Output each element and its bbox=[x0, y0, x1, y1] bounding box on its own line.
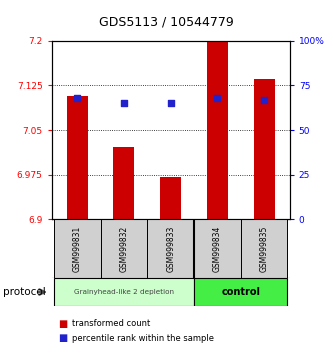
Text: GSM999834: GSM999834 bbox=[213, 225, 222, 272]
Bar bbox=[207, 42, 228, 219]
Point bbox=[261, 97, 267, 103]
Point bbox=[121, 101, 127, 106]
Bar bbox=[114, 147, 135, 219]
Bar bbox=[101, 219, 147, 278]
Bar bbox=[67, 96, 88, 219]
Bar bbox=[241, 219, 287, 278]
Bar bbox=[253, 79, 274, 219]
Bar bbox=[54, 219, 101, 278]
Point bbox=[215, 95, 220, 101]
Text: transformed count: transformed count bbox=[72, 319, 150, 329]
Bar bbox=[194, 278, 287, 306]
Point bbox=[168, 101, 173, 106]
Bar bbox=[54, 278, 194, 306]
Text: ■: ■ bbox=[58, 319, 68, 329]
Text: GDS5113 / 10544779: GDS5113 / 10544779 bbox=[99, 16, 234, 29]
Text: control: control bbox=[221, 287, 260, 297]
Bar bbox=[147, 219, 194, 278]
Text: percentile rank within the sample: percentile rank within the sample bbox=[72, 333, 213, 343]
Bar bbox=[194, 219, 241, 278]
Bar bbox=[160, 177, 181, 219]
Text: GSM999833: GSM999833 bbox=[166, 225, 175, 272]
Text: Grainyhead-like 2 depletion: Grainyhead-like 2 depletion bbox=[74, 289, 174, 295]
Text: GSM999832: GSM999832 bbox=[120, 225, 129, 272]
Text: ■: ■ bbox=[58, 333, 68, 343]
Text: protocol: protocol bbox=[3, 287, 46, 297]
Point bbox=[75, 95, 80, 101]
Text: GSM999831: GSM999831 bbox=[73, 225, 82, 272]
Text: GSM999835: GSM999835 bbox=[259, 225, 268, 272]
